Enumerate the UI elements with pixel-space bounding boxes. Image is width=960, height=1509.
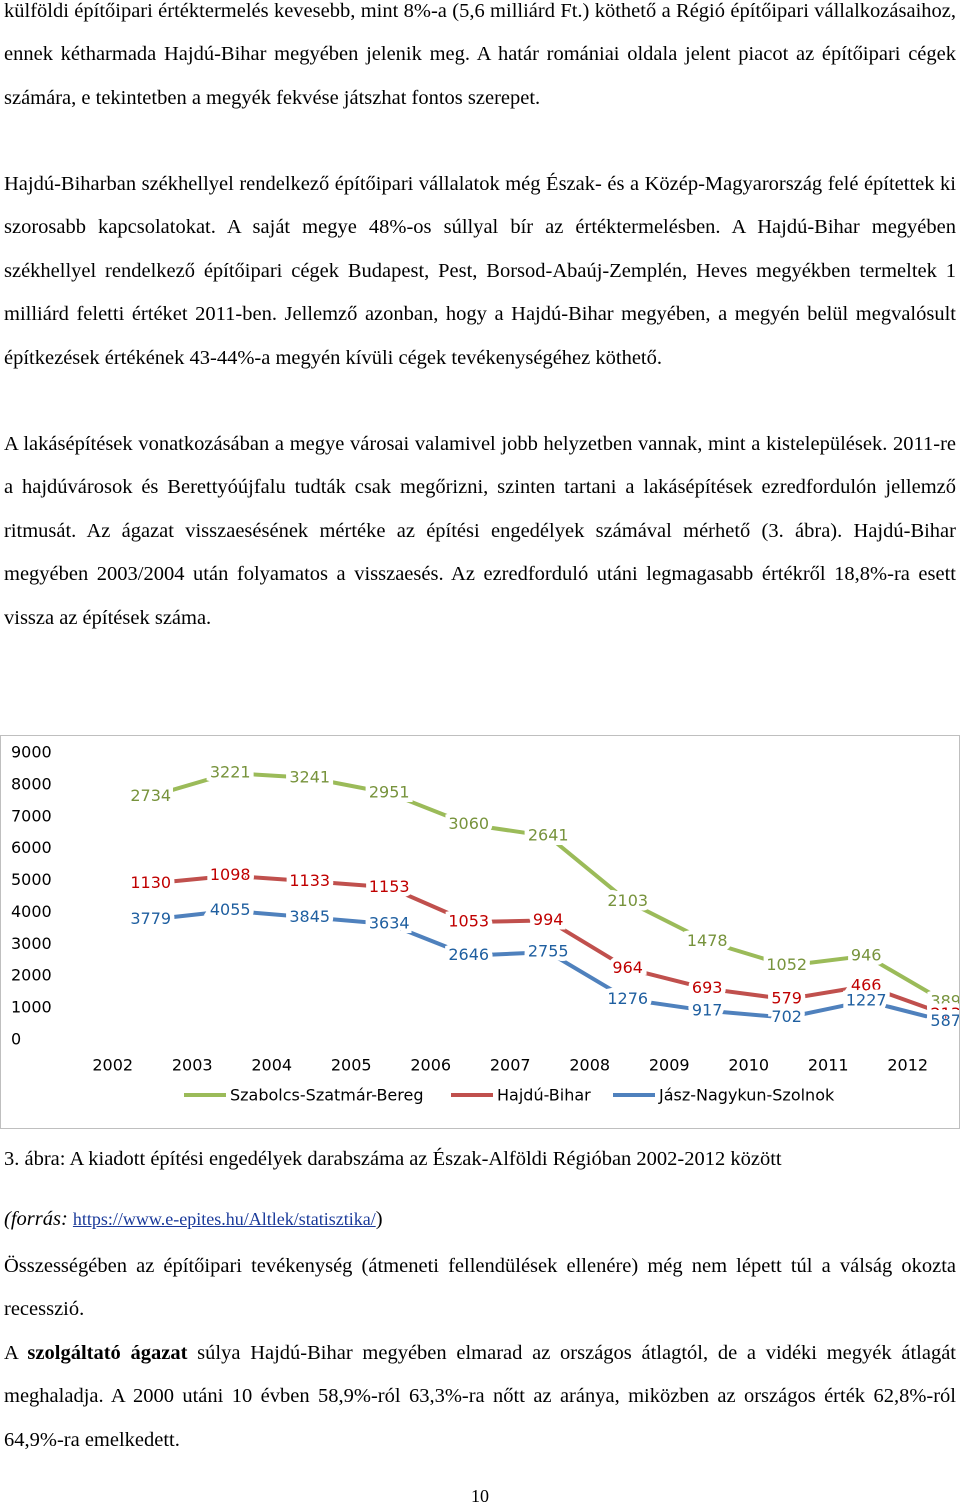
y-tick-label: 2000 (11, 966, 52, 985)
data-label: 1276 (607, 989, 648, 1008)
series-line (150, 873, 947, 1017)
figure-source: (forrás: https://www.e-epites.hu/Altlek/… (4, 1206, 956, 1232)
y-tick-label: 0 (11, 1030, 21, 1049)
x-tick-label: 2003 (172, 1056, 213, 1075)
y-tick-label: 7000 (11, 806, 52, 825)
data-label: 2103 (607, 891, 648, 910)
series-line (150, 771, 947, 1004)
y-tick-label: 8000 (11, 774, 52, 793)
data-label: 213 (930, 1004, 959, 1023)
data-label: 3221 (210, 762, 251, 781)
chart: 0 1000 2000 3000 4000 5000 6000 7000 8000 9000 200… (11, 743, 960, 1105)
data-label: 3779 (130, 909, 171, 928)
y-tick-label: 6000 (11, 838, 52, 857)
series-line (150, 908, 947, 1024)
data-label: 964 (612, 958, 643, 977)
source-suffix: ) (375, 1208, 383, 1230)
figure-caption: 3. ábra: A kiadott építési engedélyek da… (4, 1148, 782, 1170)
data-label: 3241 (289, 767, 330, 786)
y-tick-label: 5000 (11, 870, 52, 889)
data-label: 1133 (289, 871, 330, 890)
x-tick-label: 2012 (887, 1056, 928, 1075)
chart-box: 0 1000 2000 3000 4000 5000 6000 7000 8000 9000 200… (0, 735, 960, 1129)
data-label: 1053 (448, 912, 489, 931)
paragraph: Összességében az építőipari tevékenység … (4, 1255, 956, 1321)
data-label: 1478 (687, 931, 728, 950)
text: A (4, 1342, 28, 1364)
data-label: 946 (851, 945, 882, 964)
data-label: 3060 (448, 814, 489, 833)
data-label: 3845 (289, 907, 330, 926)
x-tick-label: 2009 (649, 1056, 690, 1075)
data-label: 693 (692, 978, 723, 997)
data-label: 466 (851, 976, 882, 995)
x-tick-label: 2004 (251, 1056, 292, 1075)
y-tick-label: 9000 (11, 743, 52, 762)
x-tick-label: 2011 (808, 1056, 849, 1075)
y-tick-label: 1000 (11, 998, 52, 1017)
legend-label: Hajdú-Bihar (497, 1086, 591, 1105)
paragraph: A lakásépítések vonatkozásában a megye v… (4, 433, 956, 629)
y-tick-label: 3000 (11, 934, 52, 953)
x-tick-label: 2008 (569, 1056, 610, 1075)
data-label: 4055 (210, 900, 251, 919)
x-tick-label: 2007 (490, 1056, 531, 1075)
data-label: 1098 (210, 865, 251, 884)
x-tick-label: 2005 (331, 1056, 372, 1075)
paragraph: külföldi építőipari értéktermelés kevese… (4, 0, 956, 109)
data-label: 1153 (369, 877, 410, 896)
bold-text: szolgáltató ágazat (27, 1342, 188, 1364)
data-label: 579 (771, 989, 802, 1008)
data-label: 1052 (766, 955, 807, 974)
data-label: 2951 (369, 783, 410, 802)
data-label: 2646 (448, 945, 489, 964)
data-label: 994 (533, 910, 564, 929)
data-label: 2755 (528, 942, 569, 961)
x-tick-label: 2010 (728, 1056, 769, 1075)
paragraph: Hajdú-Biharban székhellyel rendelkező ép… (4, 173, 956, 369)
x-tick-label: 2006 (410, 1056, 451, 1075)
data-label: 3634 (369, 914, 410, 933)
data-label: 587 (930, 1011, 959, 1030)
y-tick-label: 4000 (11, 902, 52, 921)
text: súlya Hajdú-Bihar megyében elmarad az or… (4, 1342, 956, 1451)
data-label: 702 (771, 1007, 802, 1026)
source-prefix: (forrás: (4, 1208, 73, 1230)
source-link[interactable]: https://www.e-epites.hu/Altlek/statiszti… (72, 1209, 376, 1229)
data-label: 1227 (846, 990, 887, 1009)
legend-label: Jász-Nagykun-Szolnok (658, 1086, 835, 1105)
data-label: 917 (692, 1000, 723, 1019)
data-label: 2641 (528, 826, 569, 845)
paragraph: A szolgáltató ágazat súlya Hajdú-Bihar m… (4, 1332, 956, 1462)
data-label: 1130 (130, 873, 171, 892)
legend-label: Szabolcs-Szatmár-Bereg (230, 1086, 423, 1105)
data-label: 389 (930, 992, 959, 1011)
data-label: 2734 (130, 786, 171, 805)
x-tick-label: 2002 (92, 1056, 133, 1075)
page-number: 10 (471, 1486, 489, 1506)
